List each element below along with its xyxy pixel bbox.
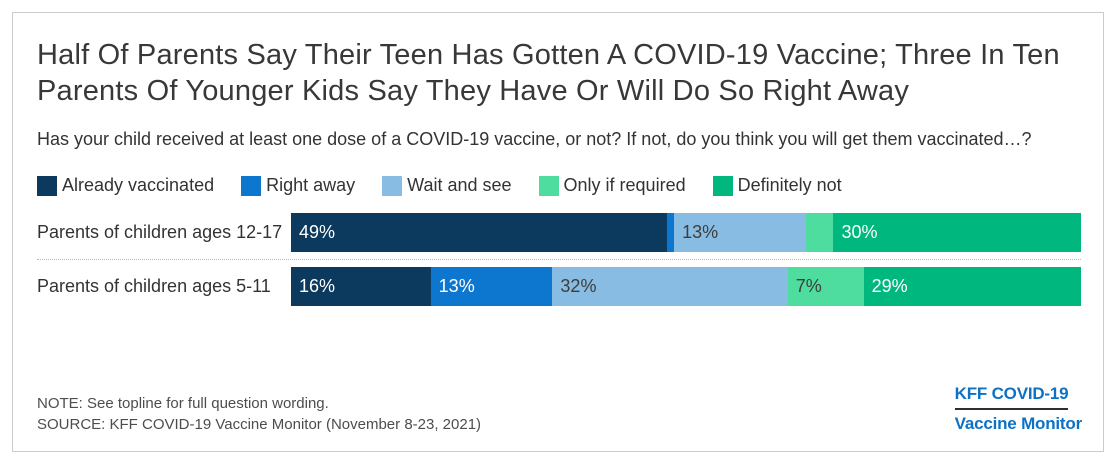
- bar-row: Parents of children ages 12-17 49% 13% 30%: [37, 213, 1081, 252]
- bar-track: 49% 13% 30%: [291, 213, 1081, 252]
- legend-item-label: Already vaccinated: [62, 175, 215, 195]
- note-text: NOTE: See topline for full question word…: [37, 395, 329, 412]
- bar-segment-value: 7%: [795, 276, 822, 296]
- bar-row-label: Parents of children ages 5-11: [37, 276, 271, 296]
- legend-item: Right away: [241, 175, 355, 196]
- bar-segment-value: 49%: [299, 222, 336, 242]
- bar-segment-value: 32%: [560, 276, 597, 296]
- legend-item: Only if required: [538, 175, 686, 196]
- chart-card: Half Of Parents Say Their Teen Has Gotte…: [12, 12, 1104, 452]
- legend-item: Definitely not: [712, 175, 842, 196]
- bar-segment: 32%: [552, 267, 788, 306]
- kff-logo-line2: Vaccine Monitor: [954, 414, 1083, 433]
- bar-rows: Parents of children ages 12-17 49% 13% 30% P…: [37, 213, 1081, 306]
- legend-item-label: Definitely not: [737, 175, 842, 195]
- bar-segment-value: 30%: [841, 222, 878, 242]
- bar-row: Parents of children ages 5-11 16% 13% 32% 7%…: [37, 267, 1081, 306]
- kff-logo-line1: KFF COVID-19: [954, 384, 1069, 410]
- legend-swatch-icon: [241, 175, 262, 196]
- bar-track: 16% 13% 32% 7% 29%: [291, 267, 1081, 306]
- bar-segment: [667, 213, 675, 252]
- bar-segment: 30%: [833, 213, 1081, 252]
- legend-item: Wait and see: [382, 175, 512, 196]
- row-separator: [37, 259, 1081, 260]
- bar-segment: 16%: [291, 267, 431, 306]
- source-text: SOURCE: KFF COVID-19 Vaccine Monitor (No…: [37, 416, 482, 433]
- bar-segment: 49%: [291, 213, 668, 252]
- bar-segment: 13%: [674, 213, 807, 252]
- legend-swatch-icon: [37, 175, 57, 196]
- bar-row-label: Parents of children ages 12-17: [37, 222, 283, 242]
- kff-logo: KFF COVID-19 Vaccine Monitor: [954, 384, 1083, 434]
- bar-segment: 7%: [787, 267, 864, 306]
- chart-subtitle: Has your child received at least one dos…: [37, 129, 1032, 149]
- legend-swatch-icon: [538, 175, 559, 196]
- bar-segment-value: 29%: [871, 276, 908, 296]
- footnotes: NOTE: See topline for full question word…: [37, 393, 481, 435]
- bar-segment: 13%: [430, 267, 553, 306]
- legend: Already vaccinated Right away Wait and see…: [37, 175, 1081, 196]
- legend-swatch-icon: [712, 175, 733, 196]
- bar-segment: 29%: [863, 267, 1081, 306]
- bar-segment-value: 16%: [299, 276, 336, 296]
- bar-segment-value: 13%: [438, 276, 475, 296]
- legend-swatch-icon: [382, 175, 403, 196]
- bar-segment: [806, 213, 834, 252]
- bar-segment-value: 13%: [682, 222, 719, 242]
- chart-title: Half Of Parents Say Their Teen Has Gotte…: [37, 39, 1060, 107]
- legend-item-label: Wait and see: [407, 175, 512, 195]
- legend-item-label: Only if required: [563, 175, 686, 195]
- legend-item: Already vaccinated: [37, 175, 214, 196]
- legend-item-label: Right away: [266, 175, 356, 195]
